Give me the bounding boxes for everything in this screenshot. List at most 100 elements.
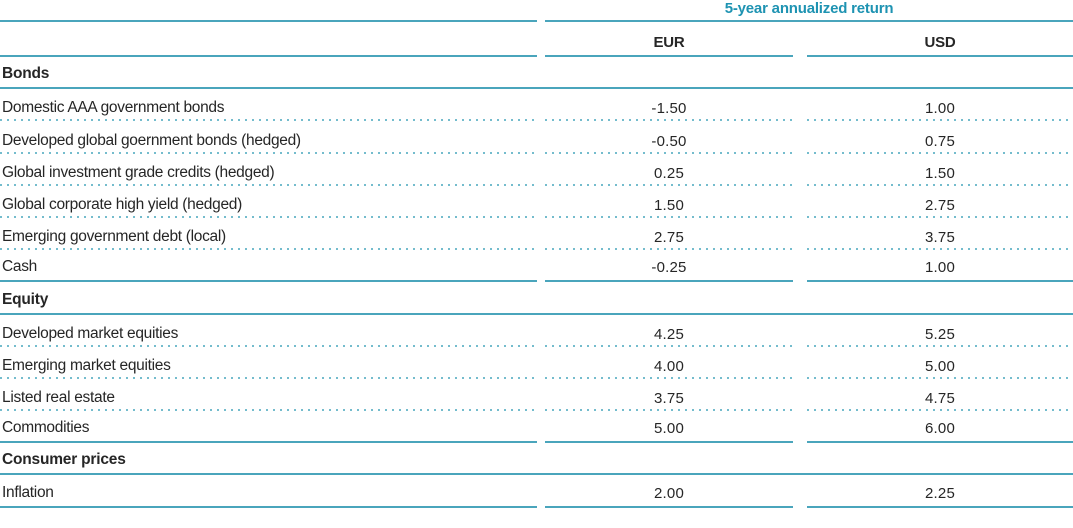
eur-value-cell: 3.75: [545, 378, 793, 412]
asset-label-cell: Global corporate high yield (hedged): [0, 185, 537, 218]
asset-label: Developed global goernment bonds (hedged…: [2, 131, 301, 149]
eur-value-cell: 2.75: [545, 217, 793, 251]
group-header-consumer-prices: Consumer prices: [0, 443, 1073, 476]
usd-value: 1.50: [925, 164, 955, 182]
eur-value: 2.00: [654, 484, 684, 502]
eur-value: 1.50: [654, 196, 684, 214]
asset-label: Inflation: [2, 483, 54, 501]
asset-label-cell: Commodities: [0, 411, 537, 444]
eur-column-header-cell: EUR: [545, 22, 793, 57]
eur-value: -1.50: [651, 100, 687, 118]
table-row: Cash -0.25 1.00: [0, 250, 1073, 283]
table-row: Global investment grade credits (hedged)…: [0, 153, 1073, 186]
usd-value-cell: 2.75: [807, 185, 1073, 218]
table-header-row-title: 5-year annualized return: [0, 0, 1073, 22]
table-row: Developed global goernment bonds (hedged…: [0, 121, 1073, 154]
usd-value-cell: 0.75: [807, 121, 1073, 154]
table-row: Developed market equities 4.25 5.25: [0, 314, 1073, 347]
asset-label: Developed market equities: [2, 324, 179, 342]
column-gap: [537, 89, 545, 121]
group-label: Equity: [2, 290, 49, 308]
column-gap: [537, 154, 545, 186]
column-gap: [793, 218, 807, 250]
group-label-cell: Bonds: [0, 57, 537, 87]
asset-label: Listed real estate: [2, 389, 115, 407]
asset-label: Domestic AAA government bonds: [2, 99, 225, 117]
column-gap: [793, 154, 807, 186]
column-gap: [793, 347, 807, 379]
table-row: Inflation 2.00 2.25: [0, 475, 1073, 508]
usd-value-cell: 5.25: [807, 314, 1073, 347]
usd-value-cell: 1.00: [807, 250, 1073, 283]
usd-value: 1.00: [925, 259, 955, 277]
eur-value: 3.75: [654, 390, 684, 408]
column-gap: [793, 89, 807, 121]
usd-value-cell: 1.50: [807, 153, 1073, 186]
eur-value-cell: 2.00: [545, 475, 793, 508]
column-gap: [537, 315, 545, 347]
asset-label: Emerging market equities: [2, 356, 171, 374]
column-gap: [537, 186, 545, 218]
eur-value: 5.00: [654, 420, 684, 438]
eur-value-cell: 5.00: [545, 411, 793, 444]
column-gap: [537, 218, 545, 250]
usd-value-cell: 3.75: [807, 217, 1073, 251]
eur-value-cell: -0.50: [545, 121, 793, 154]
eur-value-cell: 0.25: [545, 153, 793, 186]
column-gap: [793, 379, 807, 411]
asset-label-cell: Global investment grade credits (hedged): [0, 153, 537, 186]
usd-value: 6.00: [925, 420, 955, 438]
column-gap: [793, 121, 807, 153]
asset-label: Commodities: [2, 419, 90, 437]
eur-value: 4.25: [654, 325, 684, 343]
table-row: Listed real estate 3.75 4.75: [0, 378, 1073, 412]
column-gap: [537, 475, 545, 507]
asset-label: Global investment grade credits (hedged): [2, 163, 275, 181]
table-title: 5-year annualized return: [724, 0, 894, 17]
column-gap: [537, 22, 545, 57]
column-gap: [793, 186, 807, 218]
asset-label-cell: Listed real estate: [0, 378, 537, 412]
eur-value-cell: -1.50: [545, 89, 793, 122]
group-header-equity: Equity: [0, 282, 1073, 315]
column-gap: [537, 121, 545, 153]
column-gap: [537, 411, 545, 443]
asset-label-cell: Inflation: [0, 475, 537, 508]
eur-value: -0.50: [651, 132, 687, 150]
eur-value-cell: -0.25: [545, 250, 793, 283]
table-row: Emerging market equities 4.00 5.00: [0, 346, 1073, 379]
column-gap: [793, 22, 807, 57]
column-gap: [537, 0, 545, 22]
table-header-row-columns: EUR USD: [0, 22, 1073, 57]
asset-label-cell: Emerging market equities: [0, 346, 537, 379]
column-gap: [793, 315, 807, 347]
table-row: Commodities 5.00 6.00: [0, 411, 1073, 444]
table-body: Bonds Domestic AAA government bonds -1.50 1…: [0, 57, 1073, 508]
eur-value-cell: 4.25: [545, 314, 793, 347]
asset-label: Emerging government debt (local): [2, 228, 226, 246]
eur-value: 2.75: [654, 229, 684, 247]
header-empty-cell: [0, 22, 537, 57]
table-row: Global corporate high yield (hedged) 1.50…: [0, 185, 1073, 218]
usd-value: 4.75: [925, 390, 955, 408]
column-gap: [793, 475, 807, 507]
asset-label-cell: Domestic AAA government bonds: [0, 89, 537, 122]
title-cell: 5-year annualized return: [545, 0, 1073, 22]
column-gap: [793, 411, 807, 443]
group-label: Consumer prices: [2, 451, 126, 469]
usd-value-cell: 2.25: [807, 475, 1073, 508]
table-row: Emerging government debt (local) 2.75 3.75: [0, 217, 1073, 251]
eur-value: 4.00: [654, 357, 684, 375]
usd-value: 5.25: [925, 325, 955, 343]
group-label-cell: Consumer prices: [0, 443, 537, 473]
asset-label-cell: Developed global goernment bonds (hedged…: [0, 121, 537, 154]
asset-label-cell: Cash: [0, 250, 537, 283]
asset-label: Global corporate high yield (hedged): [2, 195, 242, 213]
usd-value: 5.00: [925, 357, 955, 375]
column-header-usd: USD: [924, 34, 956, 51]
column-header-eur: EUR: [653, 34, 685, 51]
usd-value: 2.75: [925, 196, 955, 214]
eur-value-cell: 4.00: [545, 346, 793, 379]
group-label-cell: Equity: [0, 282, 537, 312]
